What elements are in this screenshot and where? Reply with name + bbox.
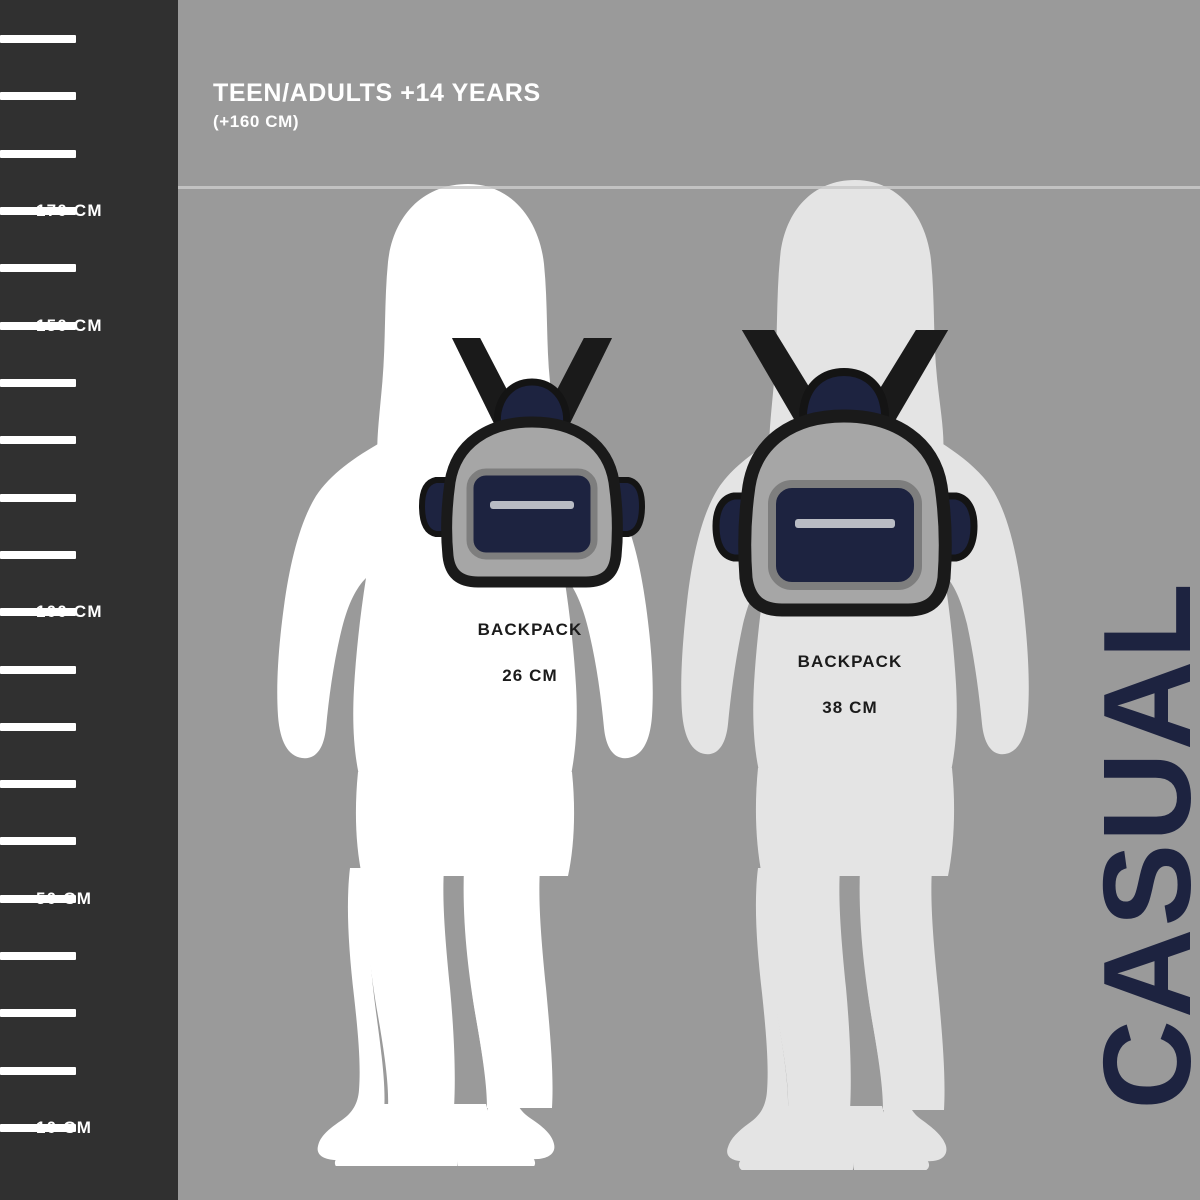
ruler-tick-60	[0, 837, 76, 846]
ruler-tick-200	[0, 35, 76, 44]
ruler-tick-110	[0, 550, 76, 559]
ruler-label-50: 50 CM	[36, 888, 93, 908]
ruler-tick-10	[0, 1124, 76, 1132]
backpack-label-left-title: BACKPACK	[477, 619, 583, 639]
ruler-tick-160	[0, 264, 76, 273]
backpack-front-pocket-right	[768, 480, 922, 590]
ruler-tick-20	[0, 1066, 76, 1075]
backpack-zip-line-left	[490, 501, 574, 509]
ruler-label-100: 100 CM	[36, 602, 103, 622]
ruler-tick-100	[0, 608, 76, 617]
ruler-tick-180	[0, 149, 76, 158]
ruler-tick-80	[0, 722, 76, 731]
height-ruler-panel: 10 CM 50 CM 100 CM 150 CM 170 CM	[0, 0, 178, 1200]
ruler-label-170: 170 CM	[36, 201, 103, 220]
ruler-label-10: 10 CM	[36, 1118, 93, 1137]
ruler-tick-70	[0, 780, 76, 789]
ruler-tick-30	[0, 1009, 76, 1018]
height-reference-line	[0, 186, 1200, 189]
brand-word-casual: CASUAL	[1079, 581, 1200, 1110]
ruler-tick-140	[0, 378, 76, 387]
ruler-tick-150	[0, 321, 76, 330]
backpack-left	[418, 330, 646, 596]
backpack-label-right: BACKPACK 38 CM	[720, 628, 980, 743]
backpack-label-left: BACKPACK 26 CM	[400, 596, 660, 711]
ruler-tick-190	[0, 92, 76, 101]
page-subtitle: (+160 CM)	[213, 112, 300, 132]
backpack-zip-line-right	[795, 519, 895, 528]
backpack-front-pocket-left	[466, 468, 598, 560]
ruler-tick-50	[0, 894, 76, 903]
heading-block: TEEN/ADULTS +14 YEARS (+160 CM)	[213, 80, 541, 132]
ruler-label-150: 150 CM	[36, 315, 103, 335]
backpack-label-left-size: 26 CM	[502, 665, 558, 685]
backpack-label-right-title: BACKPACK	[797, 651, 903, 671]
ruler-tick-130	[0, 436, 76, 445]
ruler-tick-120	[0, 493, 76, 502]
ruler-tick-40	[0, 952, 76, 961]
backpack-right	[710, 320, 980, 630]
ruler-tick-90	[0, 665, 76, 674]
ruler-tick-170	[0, 207, 76, 215]
backpack-label-right-size: 38 CM	[822, 697, 878, 717]
page-title: TEEN/ADULTS +14 YEARS	[213, 79, 541, 107]
